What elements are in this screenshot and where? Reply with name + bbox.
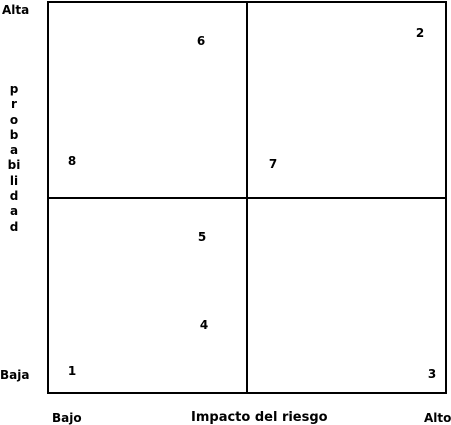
risk-marker-7: 7	[268, 157, 278, 171]
risk-marker-6: 6	[196, 34, 206, 48]
risk-marker-8: 8	[67, 154, 77, 168]
matrix-horizontal-divider	[47, 197, 447, 199]
y-axis-high-label: Alta	[2, 3, 30, 17]
risk-marker-3: 3	[427, 367, 437, 381]
risk-marker-4: 4	[199, 318, 209, 332]
x-axis-low-label: Bajo	[52, 411, 82, 425]
y-axis-title: probabilidad	[7, 82, 21, 234]
y-axis-low-label: Baja	[0, 368, 30, 382]
x-axis-high-label: Alto	[424, 411, 451, 425]
risk-marker-2: 2	[415, 26, 425, 40]
x-axis-title: Impacto del riesgo	[191, 410, 328, 425]
risk-marker-5: 5	[197, 230, 207, 244]
risk-marker-1: 1	[67, 364, 77, 378]
